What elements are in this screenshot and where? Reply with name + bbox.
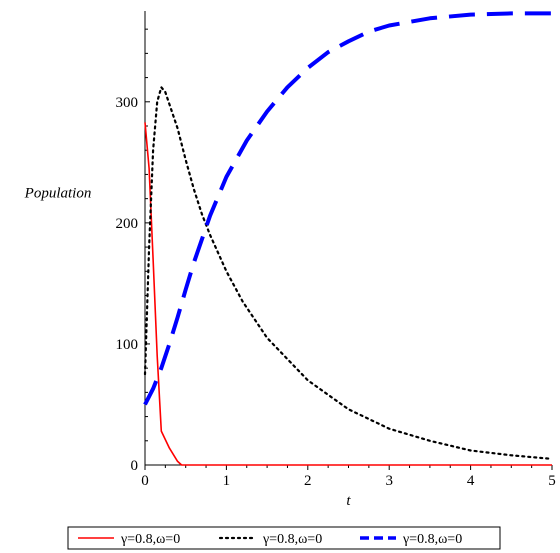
legend: γ=0.8,ω=0 γ=0.8,ω=0 γ=0.8,ω=0 <box>67 526 501 550</box>
x-tick-label: 3 <box>385 473 393 489</box>
y-tick-label: 200 <box>116 216 139 232</box>
y-axis-label: Population <box>24 186 92 202</box>
y-tick-label: 300 <box>116 95 139 111</box>
x-axis-label: t <box>346 493 351 509</box>
y-tick-label: 0 <box>131 458 139 474</box>
series-layer <box>143 11 554 466</box>
series-line-1 <box>144 122 552 466</box>
legend-label-2: γ=0.8,ω=0 <box>262 532 322 547</box>
legend-label-3: γ=0.8,ω=0 <box>402 532 462 547</box>
x-tick-label: 5 <box>548 473 556 489</box>
legend-label-1: γ=0.8,ω=0 <box>120 532 180 547</box>
series-line-3 <box>143 11 552 406</box>
x-tick-label: 2 <box>304 473 312 489</box>
axes <box>144 11 553 470</box>
legend-box <box>67 526 501 550</box>
x-tick-label: 0 <box>141 473 149 489</box>
series-line-2 <box>143 86 554 460</box>
x-tick-label: 4 <box>467 473 475 489</box>
y-tick-label: 100 <box>116 337 139 353</box>
tick-labels: 0 1 2 3 4 5 0 100 200 300 <box>116 95 556 489</box>
x-tick-label: 1 <box>223 473 231 489</box>
